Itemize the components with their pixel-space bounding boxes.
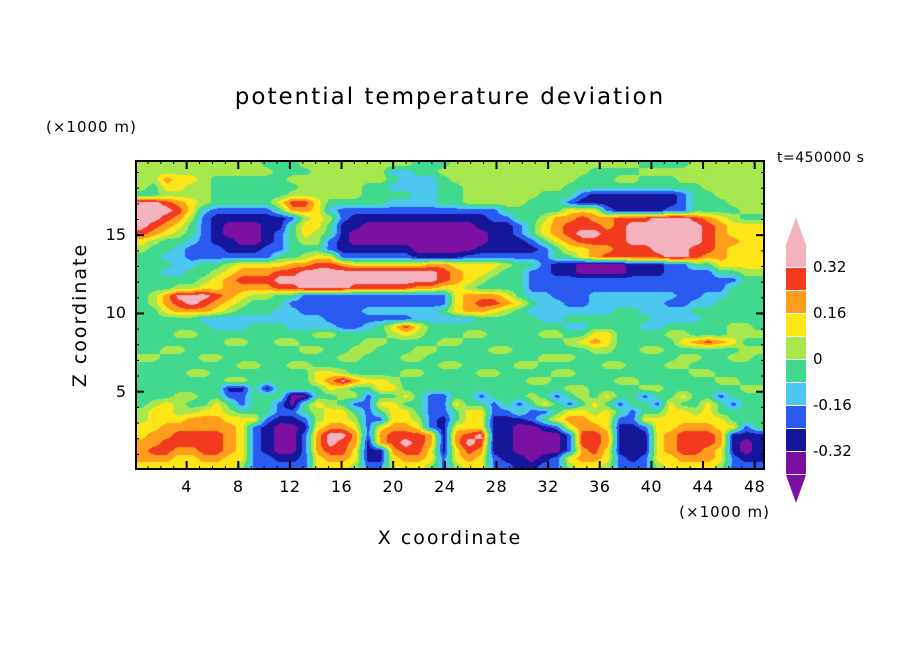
colorbar-segment xyxy=(786,291,806,313)
colorbar-label: 0.16 xyxy=(813,304,847,322)
plot-area xyxy=(135,160,765,470)
colorbar-segment xyxy=(786,452,806,474)
colorbar-segment xyxy=(786,406,806,428)
chart-title: potential temperature deviation xyxy=(234,84,666,110)
colorbar-segment xyxy=(786,245,806,267)
x-tick-label: 12 xyxy=(279,477,301,496)
time-annotation: t=450000 s xyxy=(777,150,865,166)
x-tick-label: 48 xyxy=(743,477,766,496)
x-tick-label: 20 xyxy=(382,477,404,496)
x-tick-label: 36 xyxy=(589,477,611,496)
colorbar-arrow-low xyxy=(786,475,806,503)
x-tick-label: 32 xyxy=(537,477,559,496)
colorbar-segment xyxy=(786,268,806,290)
x-tick-label: 4 xyxy=(181,477,192,496)
colorbar-label: 0.32 xyxy=(813,258,847,276)
colorbar xyxy=(786,217,806,503)
contour-field-canvas xyxy=(135,160,765,470)
y-tick-label: 10 xyxy=(105,303,126,323)
colorbar-label: 0 xyxy=(813,350,823,368)
colorbar-arrow-high xyxy=(786,217,806,245)
x-tick-label: 40 xyxy=(640,477,663,496)
colorbar-segment xyxy=(786,360,806,382)
y-tick-label: 5 xyxy=(115,381,126,401)
colorbar-segment xyxy=(786,337,806,359)
colorbar-label: -0.16 xyxy=(813,396,852,414)
y-tick-label: 15 xyxy=(105,225,126,245)
x-tick-label: 28 xyxy=(485,477,508,496)
plot-frame-and-ticks xyxy=(135,160,765,470)
y-axis-unit-label: (×1000 m) xyxy=(46,118,137,136)
x-tick-label: 44 xyxy=(692,477,714,496)
colorbar-segment xyxy=(786,314,806,336)
colorbar-segment xyxy=(786,429,806,451)
x-tick-label: 16 xyxy=(330,477,353,496)
x-axis-unit-label: (×1000 m) xyxy=(679,503,770,521)
x-tick-label: 24 xyxy=(434,477,456,496)
colorbar-label: -0.32 xyxy=(813,442,852,460)
x-axis-title: X coordinate xyxy=(377,527,523,549)
colorbar-segment xyxy=(786,383,806,405)
x-tick-label: 8 xyxy=(232,477,244,496)
colorbar-segments xyxy=(786,245,806,474)
